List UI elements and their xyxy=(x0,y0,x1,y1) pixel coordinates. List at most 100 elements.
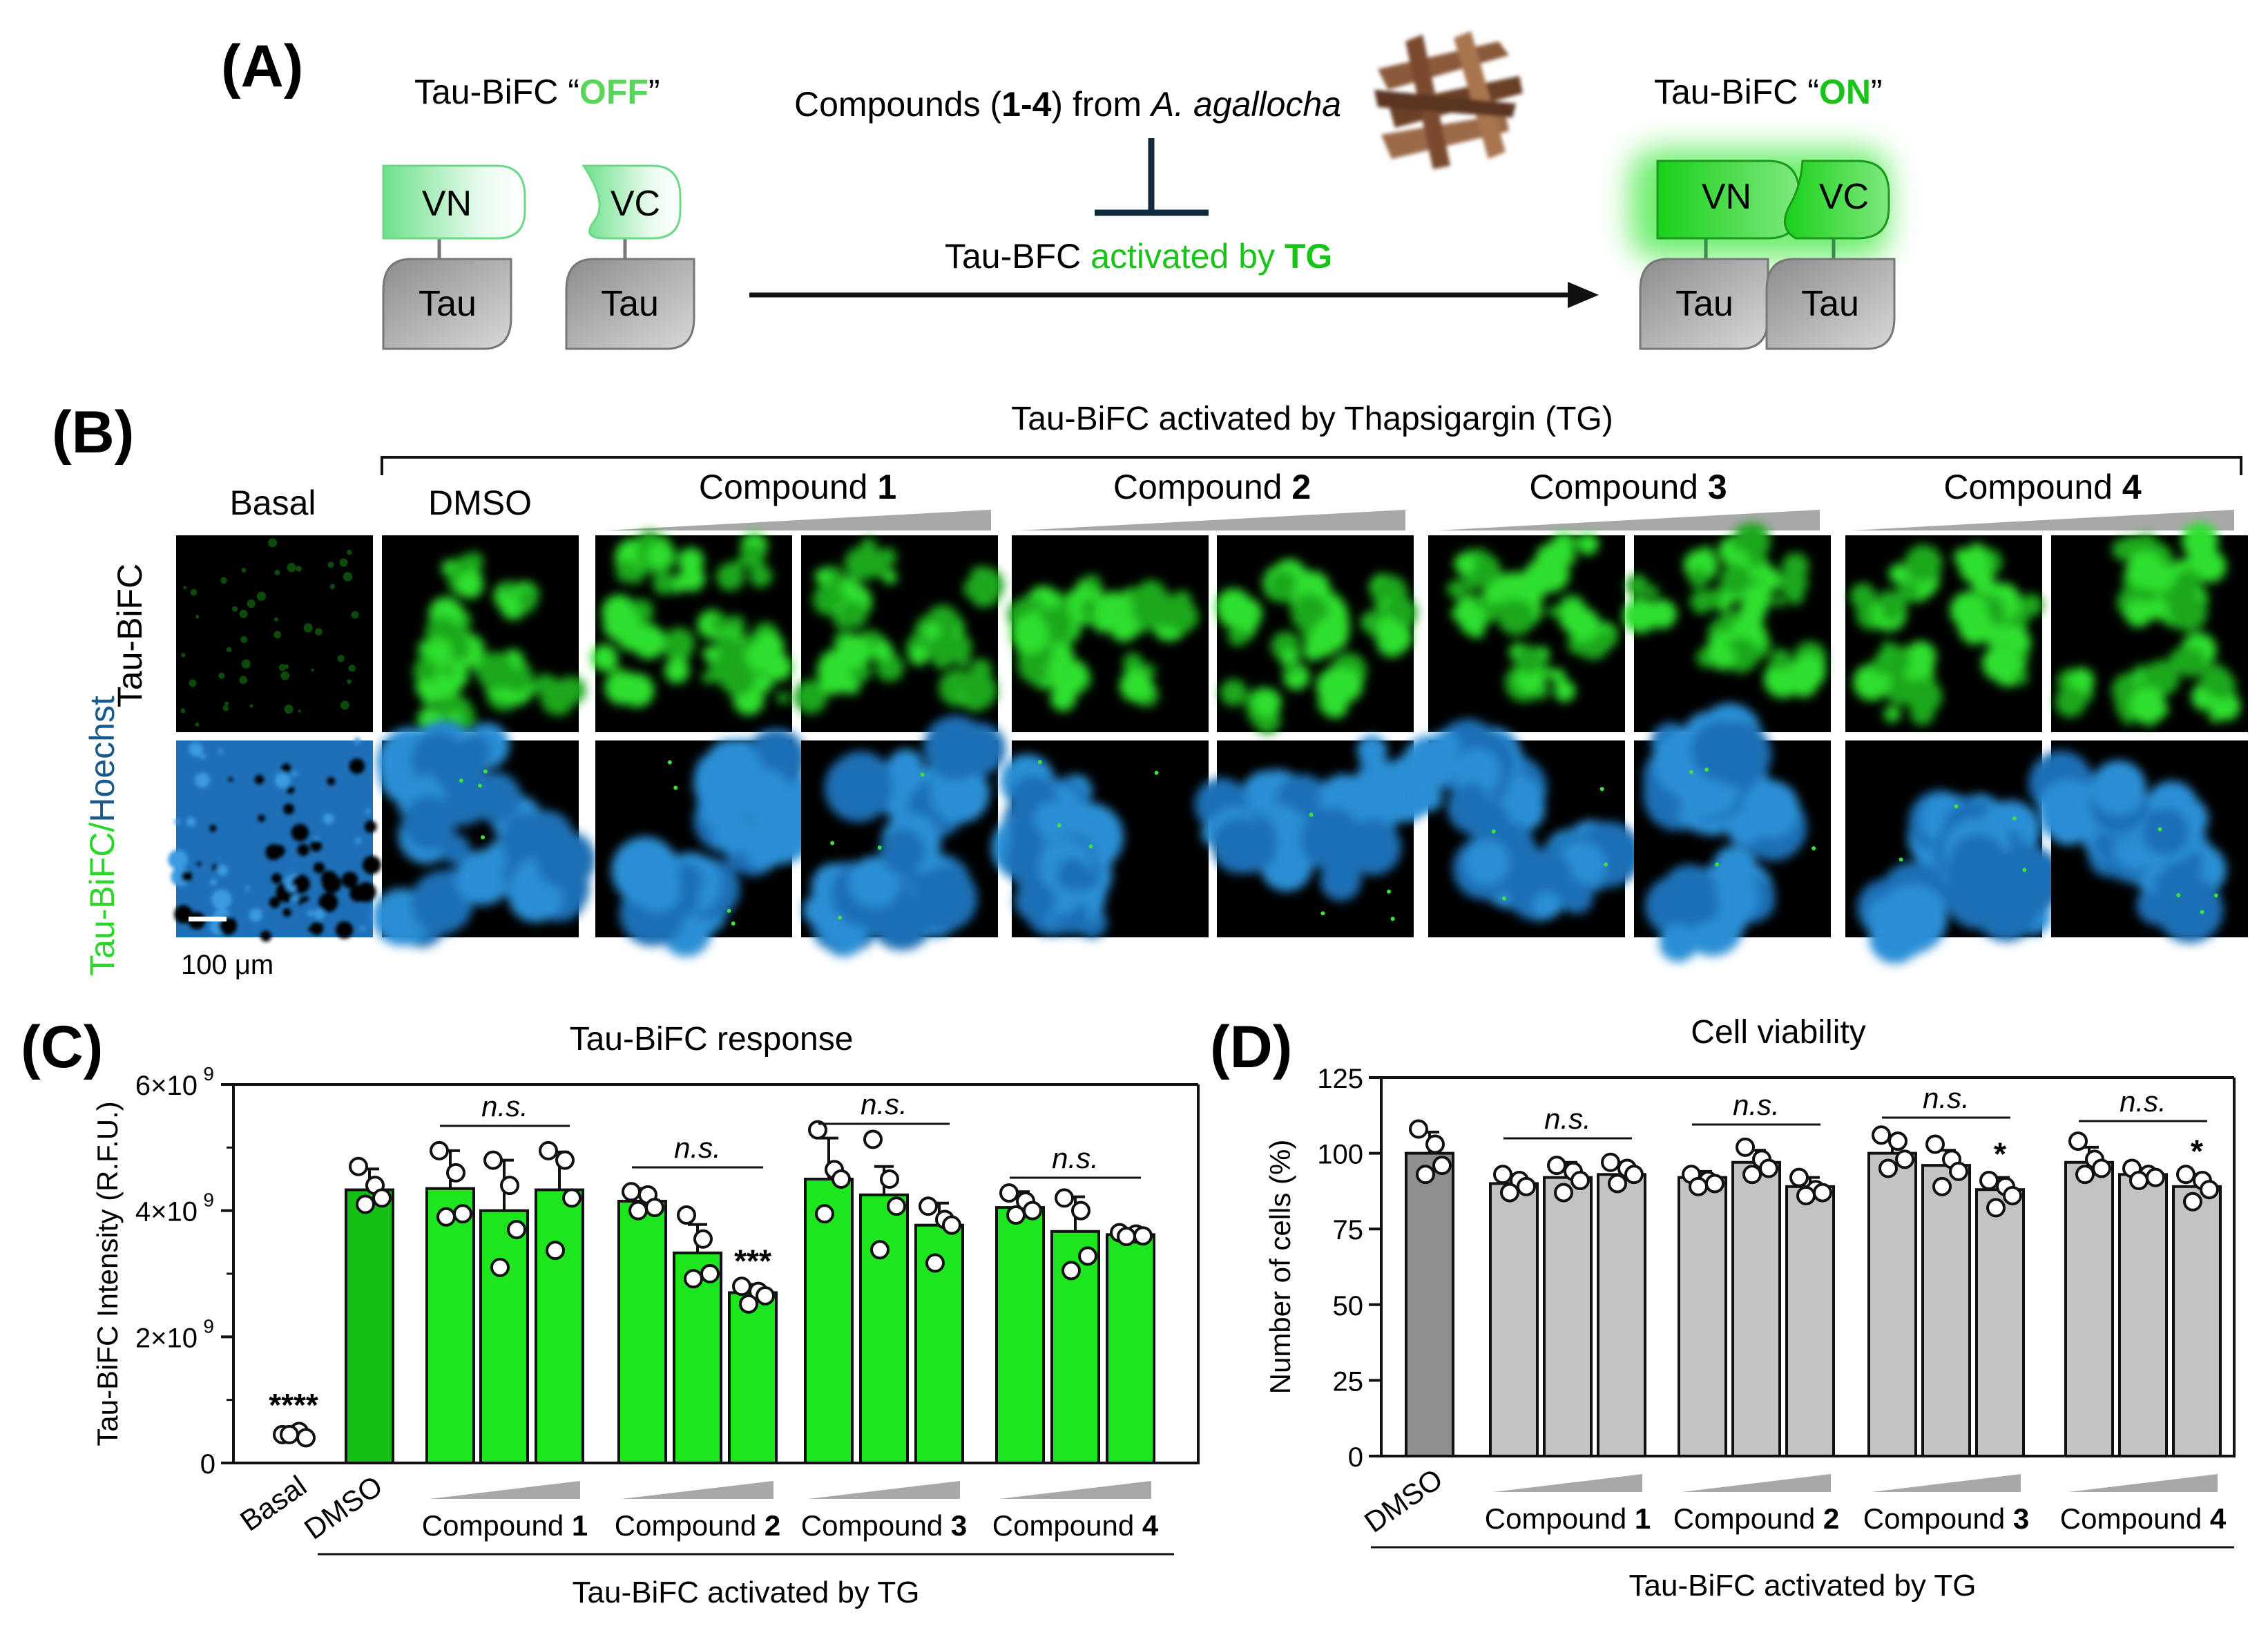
cell-dim xyxy=(274,569,280,575)
cell-texture xyxy=(271,872,282,884)
dose-wedge xyxy=(622,1481,773,1499)
data-point xyxy=(490,1257,510,1277)
data-point xyxy=(1925,1134,1945,1154)
bifc-speck xyxy=(1715,862,1720,867)
image-content xyxy=(1643,703,1816,962)
nuclei-cluster xyxy=(1499,785,1546,832)
data-point xyxy=(1789,1167,1809,1187)
nuclei-cluster xyxy=(1974,878,2039,942)
cell-cluster xyxy=(739,543,765,569)
ns-label: n.s. xyxy=(861,1088,907,1120)
cell-cluster xyxy=(861,550,889,578)
merge-image xyxy=(2028,740,2248,944)
tau-bifc-image xyxy=(2051,522,2248,732)
bar xyxy=(1678,1176,1727,1457)
bifc-speck xyxy=(1599,787,1604,792)
group-label: Compound 1 xyxy=(1485,1502,1651,1535)
cell-texture xyxy=(209,825,217,832)
data-point xyxy=(562,1188,582,1208)
data-point xyxy=(942,1215,961,1235)
data-point xyxy=(1117,1227,1136,1247)
data-point xyxy=(1878,1158,1898,1178)
significance-marker: *** xyxy=(734,1243,771,1279)
nuclei-group xyxy=(372,720,596,948)
dose-wedge xyxy=(1682,1474,1831,1492)
data-point xyxy=(684,1269,703,1289)
tau-label: Tau xyxy=(1801,284,1859,324)
cell-cluster xyxy=(2146,564,2174,593)
cell-dim xyxy=(298,709,301,713)
data-point xyxy=(1500,1183,1519,1203)
cell-texture xyxy=(210,879,218,886)
tau-off-2: Tau xyxy=(565,258,695,350)
cell-cluster xyxy=(476,651,515,691)
cell-cluster xyxy=(1551,533,1576,557)
cell-cluster xyxy=(1109,612,1139,642)
cell-dim xyxy=(343,572,353,582)
cell-texture xyxy=(168,850,189,870)
cell-cluster xyxy=(2209,672,2236,700)
cell-cluster xyxy=(602,604,640,642)
cell-dim xyxy=(284,664,289,669)
cell-dim xyxy=(303,623,313,633)
cell-dim xyxy=(241,659,251,669)
off-title: Tau-BiFC “OFF” xyxy=(414,73,660,111)
cell-texture xyxy=(194,772,211,788)
tau-bifc-image xyxy=(794,535,1004,732)
nuclei-group xyxy=(1643,703,1807,962)
significance-marker: **** xyxy=(269,1387,318,1423)
merge-image xyxy=(595,728,814,957)
cell-dim xyxy=(181,653,186,658)
significance-marker: * xyxy=(1994,1136,2006,1172)
cell-texture xyxy=(197,861,202,866)
data-point xyxy=(1872,1125,1891,1145)
cell-cluster xyxy=(1749,553,1765,568)
cell-dim xyxy=(240,635,248,643)
bar xyxy=(995,1206,1045,1464)
panel-c-title: Tau-BiFC response xyxy=(570,1021,854,1058)
cell-dim xyxy=(340,700,349,710)
cell-cluster xyxy=(2169,649,2189,669)
nuclei-cluster xyxy=(1521,866,1552,897)
cell-cluster xyxy=(1779,570,1806,597)
tau-bifc-image xyxy=(176,535,373,732)
dose-wedge xyxy=(1851,510,2234,530)
compound-header: Compound 3 xyxy=(1529,468,1727,506)
ns-label: n.s. xyxy=(1544,1102,1591,1135)
cell-cluster xyxy=(668,664,682,678)
cell-cluster xyxy=(1749,583,1769,602)
cell-texture xyxy=(355,837,362,844)
nuclei-cluster xyxy=(1742,780,1800,839)
y-axis-label: Number of cells (%) xyxy=(1264,1140,1296,1395)
image-content xyxy=(168,737,381,942)
data-point xyxy=(2092,1158,2111,1178)
nuclei-cluster xyxy=(2037,779,2102,843)
x-axis-label: Tau-BiFC activated by TG xyxy=(573,1576,920,1609)
nuclei-cluster xyxy=(2091,760,2146,816)
cell-cluster xyxy=(1569,536,1582,549)
cell-dim xyxy=(278,664,287,671)
group-label: Compound 3 xyxy=(801,1509,968,1542)
cell-texture xyxy=(218,749,224,754)
cell-cluster xyxy=(2124,599,2153,628)
cell-texture xyxy=(283,803,294,815)
cell-texture xyxy=(244,886,250,891)
cell-cluster xyxy=(749,564,773,588)
data-point xyxy=(1759,1158,1778,1178)
dose-wedge xyxy=(1872,1474,2021,1492)
data-point xyxy=(1432,1156,1452,1176)
cell-texture xyxy=(310,921,324,935)
y-tick-label: 50 xyxy=(1333,1291,1364,1321)
data-point xyxy=(1078,1246,1097,1266)
row-label-tau-bifc: Tau-BiFC xyxy=(110,564,149,707)
nuclei-cluster xyxy=(803,895,834,926)
data-point xyxy=(2146,1167,2165,1187)
bar xyxy=(425,1187,475,1464)
cell-texture xyxy=(356,882,376,903)
cell-dim xyxy=(195,722,200,727)
cell-cluster xyxy=(1881,599,1903,622)
image-content xyxy=(412,552,586,733)
nuclei-cluster xyxy=(1356,735,1387,766)
panel-b-label: (B) xyxy=(52,399,134,466)
data-point xyxy=(2068,1131,2088,1151)
